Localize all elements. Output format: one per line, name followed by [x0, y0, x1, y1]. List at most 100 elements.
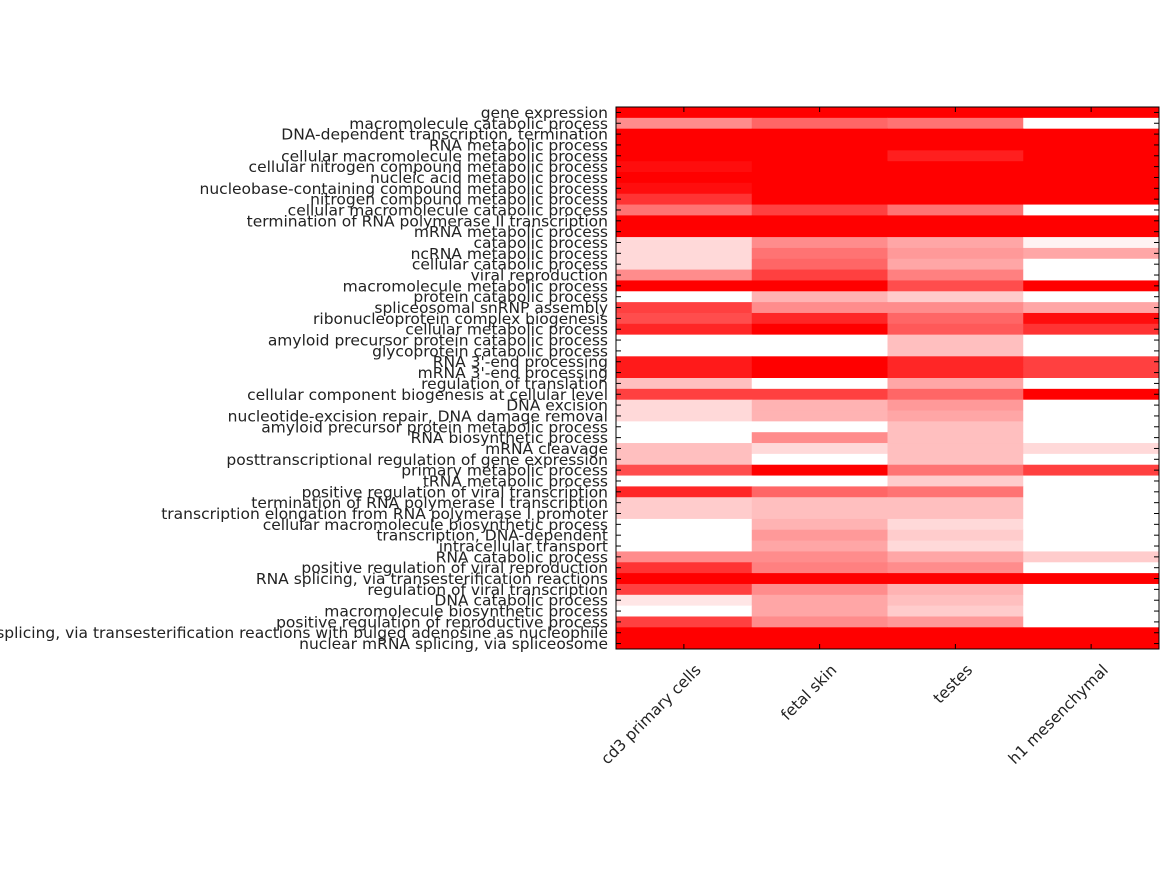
column-label: fetal skin — [777, 661, 840, 724]
heatmap-cell-r33-c3 — [1023, 464, 1160, 477]
heatmap-cell-r1-c2 — [887, 117, 1024, 130]
heatmap-cell-r33-c0 — [616, 464, 753, 477]
row-label: cellular macromolecule metabolic process — [281, 147, 608, 165]
heatmap-cell-r37-c1 — [751, 508, 888, 520]
heatmap-cell-r19-c3 — [1023, 312, 1160, 325]
heatmap-cell-r34-c1 — [751, 475, 888, 487]
heatmap-cell-r13-c2 — [887, 247, 1024, 260]
heatmap-cell-r47-c1 — [751, 616, 888, 628]
row-label: tRNA metabolic process — [423, 472, 608, 490]
heatmap-cell-r37-c2 — [887, 508, 1024, 520]
heatmap-cell-r19-c1 — [751, 312, 888, 325]
heatmap-cell-r46-c0 — [616, 605, 753, 617]
heatmap-cell-r45-c2 — [887, 594, 1024, 607]
heatmap-cell-r9-c1 — [751, 204, 888, 216]
heatmap-cell-r28-c3 — [1023, 410, 1160, 422]
row-label: cellular metabolic process — [405, 321, 608, 339]
heatmap-cell-r1-c1 — [751, 117, 888, 130]
row-label: cellular component biogenesis at cellula… — [247, 386, 608, 404]
row-label: mRNA 3'-end processing — [418, 364, 608, 382]
row-label: posttranscriptional regulation of gene e… — [226, 451, 608, 469]
heatmap-cell-r37-c3 — [1023, 508, 1160, 520]
heatmap-cell-r25-c3 — [1023, 378, 1160, 390]
row-label: RNA metabolic process — [429, 136, 608, 154]
heatmap-cell-r29-c2 — [887, 421, 1024, 433]
heatmap-cell-r39-c2 — [887, 529, 1024, 542]
heatmap-cell-r20-c3 — [1023, 323, 1160, 336]
heatmap-cell-r8-c1 — [751, 193, 888, 206]
row-label: mRNA cleavage — [485, 440, 608, 458]
heatmap-cell-r25-c2 — [887, 378, 1024, 390]
heatmap-cell-r14-c2 — [887, 258, 1024, 271]
heatmap-cell-r27-c2 — [887, 399, 1024, 412]
heatmap-cell-r3-c3 — [1023, 139, 1160, 151]
heatmap-cell-r0-c2 — [887, 107, 1024, 119]
heatmap-cell-r16-c1 — [751, 280, 888, 292]
heatmap-cell-r30-c0 — [616, 432, 753, 444]
column-label: testes — [930, 661, 976, 707]
row-label: DNA catabolic process — [434, 592, 608, 610]
row-label: macromolecule biosynthetic process — [324, 603, 608, 621]
heatmap-cell-r35-c3 — [1023, 486, 1160, 498]
heatmap-cell-r40-c2 — [887, 540, 1024, 552]
heatmap-cell-r45-c0 — [616, 594, 753, 607]
heatmap-cell-r29-c1 — [751, 421, 888, 433]
heatmap-cell-r32-c3 — [1023, 453, 1160, 466]
heatmap-cell-r35-c2 — [887, 486, 1024, 498]
heatmap-cell-r21-c1 — [751, 334, 888, 346]
heatmap-cell-r44-c0 — [616, 583, 753, 596]
heatmap-cell-r2-c3 — [1023, 128, 1160, 141]
row-label: regulation of translation — [421, 375, 608, 393]
heatmap-cell-r20-c0 — [616, 323, 753, 336]
heatmap-cell-r0-c3 — [1023, 107, 1160, 119]
heatmap-cell-r36-c0 — [616, 497, 753, 509]
heatmap-cell-r31-c1 — [751, 443, 888, 455]
heatmap-cell-r22-c0 — [616, 345, 753, 357]
heatmap-cell-r31-c0 — [616, 443, 753, 455]
heatmap-cell-r10-c0 — [616, 215, 753, 227]
row-label: transcription elongation from RNA polyme… — [161, 505, 608, 523]
heatmap-cell-r45-c3 — [1023, 594, 1160, 607]
heatmap-cell-r11-c0 — [616, 226, 753, 238]
row-label: amyloid precursor protein metabolic proc… — [261, 418, 608, 436]
heatmap-cell-r26-c1 — [751, 388, 888, 401]
heatmap-cell-r29-c3 — [1023, 421, 1160, 433]
row-label: mRNA metabolic process — [414, 223, 608, 241]
heatmap-cell-r0-c0 — [616, 107, 753, 119]
heatmap-cell-r23-c1 — [751, 356, 888, 368]
heatmap-cell-r11-c2 — [887, 226, 1024, 238]
heatmap-cell-r32-c0 — [616, 453, 753, 466]
heatmap-cell-r47-c2 — [887, 616, 1024, 628]
heatmap-cell-r8-c3 — [1023, 193, 1160, 206]
heatmap-cell-r38-c1 — [751, 518, 888, 531]
row-label: amyloid precursor protein catabolic proc… — [268, 332, 608, 350]
heatmap-cell-r32-c1 — [751, 453, 888, 466]
heatmap-cell-r18-c1 — [751, 302, 888, 314]
heatmap-cell-r9-c3 — [1023, 204, 1160, 216]
heatmap-cell-r1-c3 — [1023, 117, 1160, 130]
row-label: positive regulation of viral transcripti… — [302, 483, 608, 501]
heatmap-cell-r15-c1 — [751, 269, 888, 281]
heatmap-cell-r15-c0 — [616, 269, 753, 281]
heatmap-cell-r23-c0 — [616, 356, 753, 368]
heatmap-cell-r24-c3 — [1023, 367, 1160, 379]
heatmap-cell-r15-c3 — [1023, 269, 1160, 281]
heatmap-cell-r4-c2 — [887, 150, 1024, 162]
heatmap-cell-r4-c0 — [616, 150, 753, 162]
heatmap-cell-r42-c3 — [1023, 562, 1160, 574]
heatmap-cell-r10-c1 — [751, 215, 888, 227]
heatmap-cell-r13-c3 — [1023, 247, 1160, 260]
heatmap-cell-r40-c1 — [751, 540, 888, 552]
heatmap-cell-r6-c1 — [751, 172, 888, 184]
heatmap-cell-r8-c0 — [616, 193, 753, 206]
heatmap-cell-r38-c0 — [616, 518, 753, 531]
heatmap-cell-r6-c3 — [1023, 172, 1160, 184]
heatmap-cell-r39-c1 — [751, 529, 888, 542]
heatmap-cell-r39-c3 — [1023, 529, 1160, 542]
heatmap-cell-r41-c1 — [751, 551, 888, 563]
heatmap-cell-r2-c1 — [751, 128, 888, 141]
heatmap-cell-r17-c1 — [751, 291, 888, 303]
axis-ticks — [616, 107, 1159, 649]
heatmap-cell-r32-c2 — [887, 453, 1024, 466]
heatmap-cell-r12-c0 — [616, 237, 753, 249]
